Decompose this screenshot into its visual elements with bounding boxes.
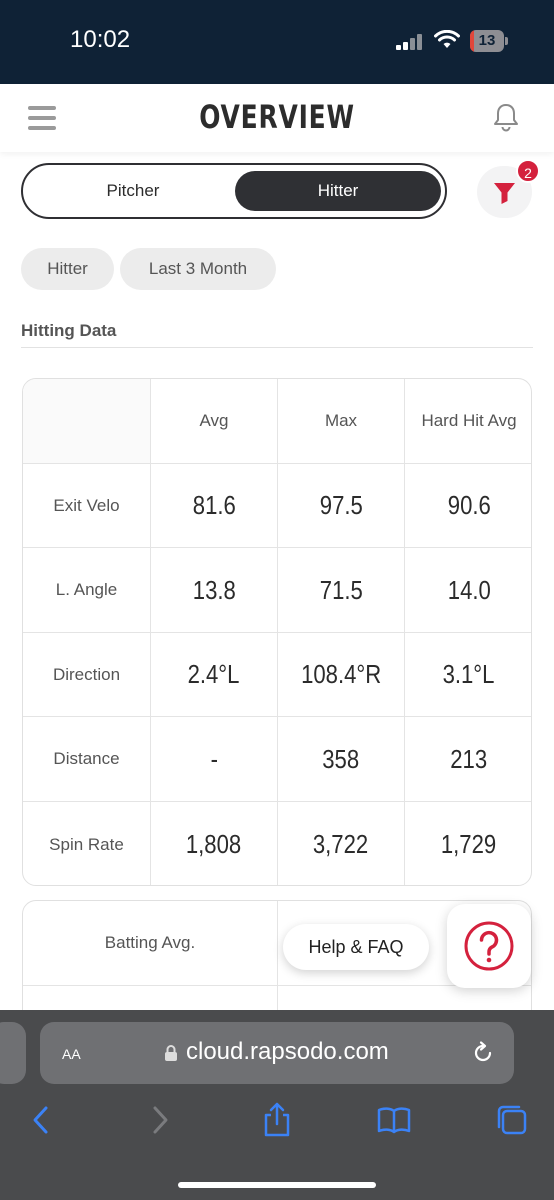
question-icon [464, 921, 514, 971]
address-bar[interactable]: AA cloud.rapsodo.com [40, 1022, 514, 1084]
table-cell: 1,808 [186, 829, 242, 859]
row-label-direction: Direction [23, 633, 151, 717]
previous-tab-edge[interactable] [0, 1022, 26, 1084]
app-header: OVERVIEW [0, 84, 554, 152]
table-cell: 3,722 [313, 829, 369, 859]
table-cell: - [210, 743, 218, 774]
bell-icon[interactable] [492, 102, 520, 132]
battery-percent: 13 [478, 32, 496, 49]
table-cell: 90.6 [447, 490, 491, 520]
table-cell: 1,729 [441, 829, 497, 859]
forward-icon[interactable] [142, 1102, 178, 1138]
chip-last-3-month[interactable]: Last 3 Month [120, 248, 276, 290]
table-header-cell [278, 901, 531, 986]
table-corner [23, 379, 151, 464]
table-cell: 14.0 [447, 574, 491, 605]
row-label-distance: Distance [23, 717, 151, 802]
page-title: OVERVIEW [199, 98, 355, 136]
hitting-data-table: Avg Max Hard Hit Avg Exit Velo 81.6 97.5… [22, 378, 532, 886]
column-header-avg: Avg [151, 379, 278, 464]
help-faq-button[interactable]: Help & FAQ [283, 924, 429, 970]
tabs-icon[interactable] [494, 1102, 530, 1138]
bookmarks-icon[interactable] [376, 1102, 412, 1138]
row-label-exit-velo: Exit Velo [23, 464, 151, 548]
table-cell: 71.5 [319, 574, 363, 605]
wifi-icon [434, 29, 460, 50]
table-cell: 97.5 [319, 490, 363, 520]
cellular-signal-icon [396, 34, 424, 50]
lock-icon [164, 1044, 178, 1062]
table-cell: 358 [322, 743, 360, 774]
table-cell: 108.4°R [300, 659, 382, 689]
battery-icon: 13 [470, 30, 508, 52]
section-title: Hitting Data [21, 321, 117, 340]
table-cell: 2.4°L [188, 659, 240, 689]
segment-pitcher[interactable]: Pitcher [106, 181, 160, 200]
reload-icon[interactable] [470, 1040, 496, 1066]
browser-chrome: AA cloud.rapsodo.com [0, 1010, 554, 1200]
chip-hitter[interactable]: Hitter [21, 248, 114, 290]
row-label-spin-rate: Spin Rate [23, 802, 151, 885]
url-text: cloud.rapsodo.com [186, 1038, 389, 1065]
segment-hitter[interactable]: Hitter [235, 171, 441, 211]
section-divider [21, 347, 533, 348]
table-cell: 13.8 [192, 574, 236, 605]
funnel-icon [494, 183, 515, 204]
status-time: 10:02 [70, 26, 131, 53]
share-icon[interactable] [259, 1102, 295, 1138]
reader-aa-button[interactable]: AA [62, 1042, 81, 1065]
table-cell: 3.1°L [443, 659, 495, 689]
filter-count-badge: 2 [516, 159, 540, 183]
home-indicator [178, 1182, 376, 1188]
column-header-batting-avg: Batting Avg. [23, 901, 278, 986]
column-header-hard-hit-avg: Hard Hit Avg [405, 379, 531, 464]
table-cell: 81.6 [192, 490, 236, 520]
hamburger-icon[interactable] [28, 106, 56, 130]
pitcher-hitter-toggle: Pitcher Hitter [21, 163, 447, 219]
help-button[interactable] [447, 904, 531, 988]
back-icon[interactable] [24, 1102, 60, 1138]
table-cell: 213 [450, 743, 488, 774]
status-bar: 10:02 13 [0, 0, 554, 84]
column-header-max: Max [278, 379, 405, 464]
row-label-launch-angle: L. Angle [23, 548, 151, 633]
aa-label: AA [62, 1046, 81, 1062]
